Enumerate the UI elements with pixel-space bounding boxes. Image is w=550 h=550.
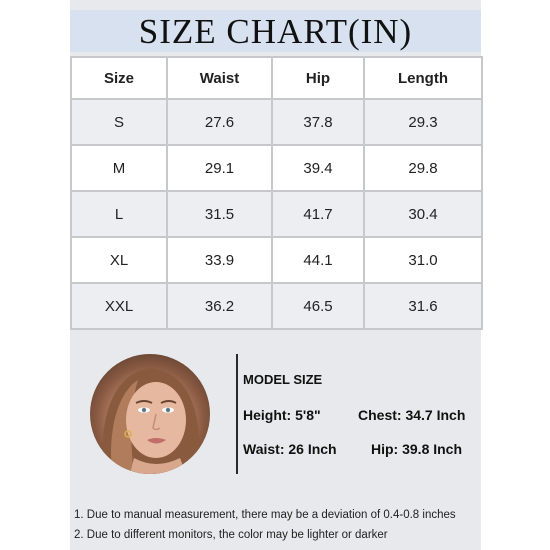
cell-length: 31.6	[363, 282, 483, 330]
cell-waist: 36.2	[166, 282, 273, 330]
cell-length: 29.8	[363, 144, 483, 192]
page-title: SIZE CHART(IN)	[138, 11, 413, 51]
header-waist: Waist	[166, 56, 273, 100]
model-photo	[90, 354, 210, 474]
cell-waist: 33.9	[166, 236, 273, 284]
table-row: L 31.5 41.7 30.4	[70, 190, 483, 238]
cell-waist: 27.6	[166, 98, 273, 146]
cell-size: XXL	[70, 282, 168, 330]
cell-waist: 29.1	[166, 144, 273, 192]
title-bar: SIZE CHART(IN)	[70, 10, 481, 52]
model-portrait-icon	[102, 368, 200, 474]
model-size-section: MODEL SIZE Height: 5'8" Chest: 34.7 Inch…	[70, 336, 481, 486]
header-hip: Hip	[271, 56, 365, 100]
header-length: Length	[363, 56, 483, 100]
table-row: M 29.1 39.4 29.8	[70, 144, 483, 192]
cell-waist: 31.5	[166, 190, 273, 238]
header-size: Size	[70, 56, 168, 100]
cell-length: 29.3	[363, 98, 483, 146]
cell-length: 30.4	[363, 190, 483, 238]
notes: 1. Due to manual measurement, there may …	[74, 505, 456, 545]
cell-length: 31.0	[363, 236, 483, 284]
cell-size: XL	[70, 236, 168, 284]
cell-size: S	[70, 98, 168, 146]
model-waist: Waist: 26 Inch	[243, 441, 337, 457]
model-chest: Chest: 34.7 Inch	[358, 407, 466, 423]
note-item: 2. Due to different monitors, the color …	[74, 529, 388, 541]
model-hip: Hip: 39.8 Inch	[371, 441, 463, 457]
cell-hip: 37.8	[271, 98, 365, 146]
cell-hip: 46.5	[271, 282, 365, 330]
section-divider	[236, 354, 238, 474]
table-row: XL 33.9 44.1 31.0	[70, 236, 483, 284]
cell-size: M	[70, 144, 168, 192]
cell-hip: 41.7	[271, 190, 365, 238]
table-row: S 27.6 37.8 29.3	[70, 98, 483, 146]
cell-hip: 39.4	[271, 144, 365, 192]
size-table: Size Waist Hip Length S 27.6 37.8 29.3 M…	[70, 56, 483, 330]
table-header-row: Size Waist Hip Length	[70, 56, 483, 100]
model-height: Height: 5'8"	[243, 407, 321, 423]
table-row: XXL 36.2 46.5 31.6	[70, 282, 483, 330]
cell-size: L	[70, 190, 168, 238]
model-size-title: MODEL SIZE	[243, 372, 323, 387]
cell-hip: 44.1	[271, 236, 365, 284]
note-item: 1. Due to manual measurement, there may …	[74, 509, 456, 521]
